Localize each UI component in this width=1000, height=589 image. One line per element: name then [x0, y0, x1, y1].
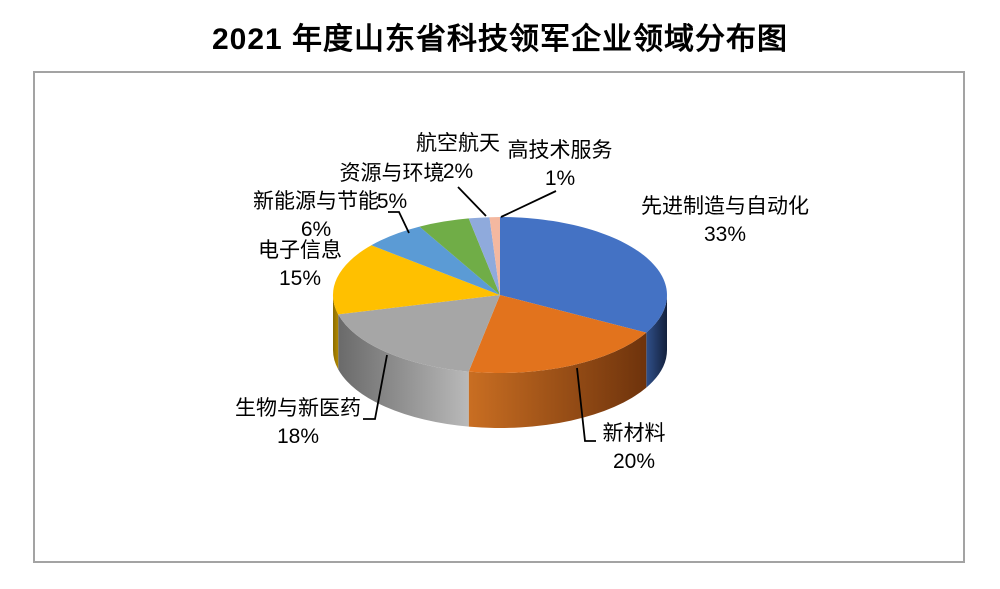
- leader-lines: [363, 186, 596, 442]
- pie-slice-advanced-manufacturing: [500, 217, 667, 333]
- pie-slice-aerospace: [468, 217, 500, 295]
- pie-slice-new-materials: [468, 295, 647, 373]
- slice-label-name: 新能源与节能: [253, 190, 379, 213]
- leader-line-high-tech-services: [500, 190, 557, 218]
- slice-label-value: 5%: [376, 190, 408, 213]
- slice-label-high-tech-services: 高技术服务 1%: [508, 137, 613, 193]
- slice-label-advanced-manufacturing: 先进制造与自动化 33%: [641, 193, 809, 249]
- leader-line-aerospace: [457, 186, 487, 217]
- pie-slice-resources-environment: [419, 218, 500, 295]
- pie-slices: [332, 217, 667, 428]
- leader-line-resources-environment: [388, 211, 410, 234]
- slice-label-name: 新材料: [602, 422, 666, 445]
- pie-side-new-materials: [468, 332, 647, 428]
- slice-label-value: 6%: [300, 218, 332, 241]
- slice-label-new-energy-saving: 新能源与节能 6%: [253, 188, 379, 244]
- pie-slice-new-energy-saving: [371, 226, 500, 295]
- slice-label-new-materials: 新材料 20%: [603, 420, 666, 476]
- slice-label-value: 15%: [278, 267, 322, 290]
- slice-label-name: 航空航天: [416, 132, 500, 155]
- slice-label-value: 2%: [442, 160, 474, 183]
- slice-label-aerospace: 航空航天 2%: [416, 130, 500, 186]
- pie-slice-biomedicine: [338, 295, 500, 372]
- slice-label-name: 先进制造与自动化: [641, 195, 809, 218]
- pie-side-advanced-manufacturing: [646, 295, 667, 388]
- slice-label-value: 1%: [544, 167, 576, 190]
- pie-side-electronic-information: [332, 295, 339, 370]
- leader-line-new-materials: [576, 367, 596, 442]
- slice-label-name: 高技术服务: [507, 139, 613, 162]
- slice-label-name: 资源与环境: [339, 162, 445, 185]
- leader-line-biomedicine: [363, 354, 388, 420]
- slice-label-biomedicine: 生物与新医药 18%: [235, 395, 361, 451]
- chart-title: 2021 年度山东省科技领军企业领域分布图: [211, 23, 789, 56]
- slice-label-electronic-information: 电子信息 15%: [258, 237, 342, 293]
- slice-label-name: 生物与新医药: [235, 397, 361, 420]
- slice-label-value: 18%: [276, 425, 320, 448]
- slice-label-value: 20%: [612, 450, 656, 473]
- slice-label-name: 电子信息: [258, 239, 342, 262]
- pie-side-biomedicine: [338, 314, 469, 427]
- slice-label-resources-environment: 资源与环境 5%: [340, 160, 445, 216]
- pie-slice-electronic-information: [332, 245, 500, 315]
- pie-slice-high-tech-services: [489, 217, 500, 295]
- slice-label-value: 33%: [703, 223, 747, 246]
